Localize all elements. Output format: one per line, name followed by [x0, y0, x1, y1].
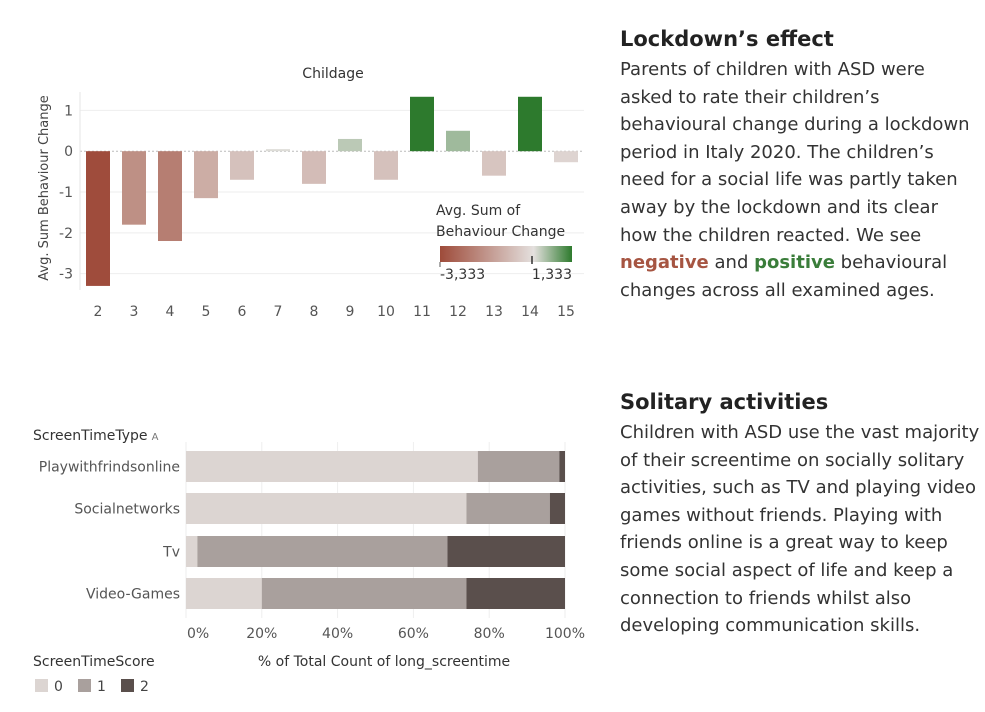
chart1-title: Childage [302, 66, 363, 82]
chart2-row-header: ScreenTimeType A [33, 428, 159, 444]
bar-age-12 [446, 130, 470, 152]
bar-age-6 [230, 151, 254, 180]
y-tick-label: -2 [59, 226, 73, 242]
bar-segment-score-1 [466, 493, 550, 524]
bar-age-11 [410, 96, 434, 152]
bar-segment-score-1 [477, 451, 560, 482]
screentime-legend: 0 1 2 [35, 676, 159, 695]
legend-swatch-0 [35, 679, 48, 692]
x-tick-label: 2 [94, 304, 103, 320]
section1-text-before: Parents of children with ASD were asked … [620, 59, 970, 246]
color-legend-title-line1: Avg. Sum of [436, 203, 521, 219]
x-tick-label: 13 [485, 304, 503, 320]
x-tick-label: 4 [166, 304, 175, 320]
bar-age-4 [158, 151, 182, 242]
x-tick-label: 7 [274, 304, 283, 320]
x-tick-label: 12 [449, 304, 467, 320]
x-tick-label: 20% [246, 626, 277, 642]
negative-word: negative [620, 252, 709, 274]
y-tick-label: 1 [64, 103, 73, 119]
color-legend-ramp [440, 246, 572, 262]
legend-swatch-1 [78, 679, 92, 692]
x-tick-label: 15 [557, 304, 575, 320]
positive-word: positive [754, 252, 835, 274]
row-label: Playwithfrindsonline [39, 460, 180, 476]
bar-segment-score-2 [549, 493, 565, 524]
section1-text-after: behavioural changes across all examined … [620, 252, 948, 301]
chart2-bars [186, 451, 565, 609]
bar-age-9 [338, 138, 362, 152]
chart2-xlabel: % of Total Count of long_screentime [258, 654, 510, 670]
chart1-bars [86, 96, 578, 286]
bar-segment-score-2 [466, 578, 565, 609]
color-legend-title-line2: Behaviour Change [436, 224, 565, 240]
chart1-ylabel: Avg. Sum Behaviour Change [37, 95, 52, 281]
bar-age-3 [122, 151, 146, 225]
x-tick-label: 100% [545, 626, 585, 642]
section1-heading: Lockdown’s effect [620, 27, 834, 51]
section1-text-middle: and [708, 252, 755, 274]
legend-label-1: 1 [97, 679, 106, 695]
chart1-y-ticks: 1 0 -1 -2 -3 [59, 103, 73, 282]
screentime-legend-title: ScreenTimeScore [33, 654, 155, 670]
x-tick-label: 11 [413, 304, 431, 320]
bar-segment-score-0 [186, 451, 478, 482]
x-tick-label: 80% [474, 626, 505, 642]
x-tick-label: 0% [187, 626, 209, 642]
bar-segment-score-0 [186, 578, 262, 609]
y-tick-label: -1 [59, 185, 73, 201]
bar-segment-score-1 [261, 578, 467, 609]
bar-segment-score-0 [186, 493, 467, 524]
x-tick-label: 60% [398, 626, 429, 642]
color-legend-max-label: 1,333 [532, 267, 572, 283]
screentime-chart: ScreenTimeType A Playwithfrindsonline Soci… [33, 428, 585, 670]
bar-age-14 [518, 96, 542, 152]
x-tick-label: 8 [310, 304, 319, 320]
bar-age-10 [374, 151, 398, 180]
bar-age-8 [302, 151, 326, 184]
row-label: Socialnetworks [74, 502, 180, 518]
bar-segment-score-2 [559, 451, 565, 482]
section2-heading: Solitary activities [620, 390, 829, 414]
bar-age-5 [194, 151, 218, 199]
y-tick-label: -3 [59, 267, 73, 283]
bar-age-15 [554, 151, 578, 163]
bar-age-13 [482, 151, 506, 176]
x-tick-label: 14 [521, 304, 539, 320]
x-tick-label: 10 [377, 304, 395, 320]
x-tick-label: 3 [130, 304, 139, 320]
section2-paragraph: Children with ASD use the vast majority … [620, 422, 980, 637]
y-tick-label: 0 [64, 144, 73, 160]
x-tick-label: 9 [346, 304, 355, 320]
chart2-x-ticks: 0% 20% 40% 60% 80% 100% [187, 626, 585, 642]
legend-label-0: 0 [54, 679, 63, 695]
color-legend-min-label: -3,333 [440, 267, 485, 283]
legend-swatch-2 [121, 679, 135, 692]
legend-label-2: 2 [140, 679, 149, 695]
bar-segment-score-2 [447, 536, 565, 567]
row-label: Tv [162, 545, 180, 561]
chart2-row-labels: Playwithfrindsonline Socialnetworks Tv Vide… [39, 460, 180, 603]
row-label: Video-Games [86, 587, 180, 603]
chart1-x-ticks: 2 3 4 5 6 7 8 9 10 11 12 13 14 15 [94, 304, 575, 320]
section1-paragraph: Parents of children with ASD were asked … [620, 56, 980, 304]
bar-segment-score-1 [197, 536, 448, 567]
x-tick-label: 5 [202, 304, 211, 320]
x-tick-label: 6 [238, 304, 247, 320]
behaviour-change-chart: Childage Avg. Sum Behaviour Change 10-1-… [37, 66, 584, 320]
bar-segment-score-0 [186, 536, 198, 567]
bar-age-2 [86, 151, 110, 286]
bar-age-7 [266, 149, 290, 152]
x-tick-label: 40% [322, 626, 353, 642]
